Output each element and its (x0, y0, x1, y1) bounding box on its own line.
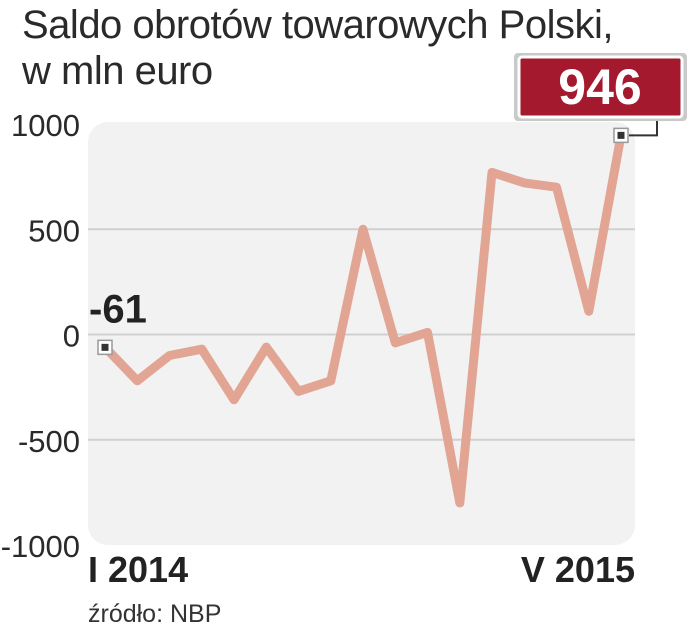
title-line-2: w mln euro (22, 49, 213, 93)
last-value-badge (517, 55, 684, 119)
y-tick-label: -1000 (1, 529, 80, 564)
last-value-label: 946 (558, 59, 641, 115)
x-label-start: I 2014 (88, 549, 188, 590)
title-line-1: Saldo obrotów towarowych Polski, (22, 3, 613, 47)
y-tick-label: 0 (63, 319, 80, 354)
first-value-label: -61 (89, 287, 147, 331)
y-tick-label: 1000 (11, 108, 80, 143)
badge-connector (629, 118, 658, 137)
x-label-end: V 2015 (521, 549, 635, 590)
y-axis-ticks: 1000 500 0 -500 -1000 (1, 108, 80, 564)
y-tick-label: 500 (28, 213, 80, 248)
y-tick-label: -500 (18, 424, 80, 459)
chart-title: Saldo obrotów towarowych Polski, w mln e… (22, 2, 613, 94)
data-points (97, 127, 629, 356)
line-chart: 1000 500 0 -500 -1000 -61 946 I 2014 V 2015 (1, 53, 687, 590)
source-note: źródło: NBP (88, 600, 222, 628)
series-line (100, 130, 626, 508)
endpoint-marker-dot (101, 343, 109, 351)
annotations: -61 946 (89, 53, 687, 331)
endpoint-marker-dot (617, 131, 625, 139)
